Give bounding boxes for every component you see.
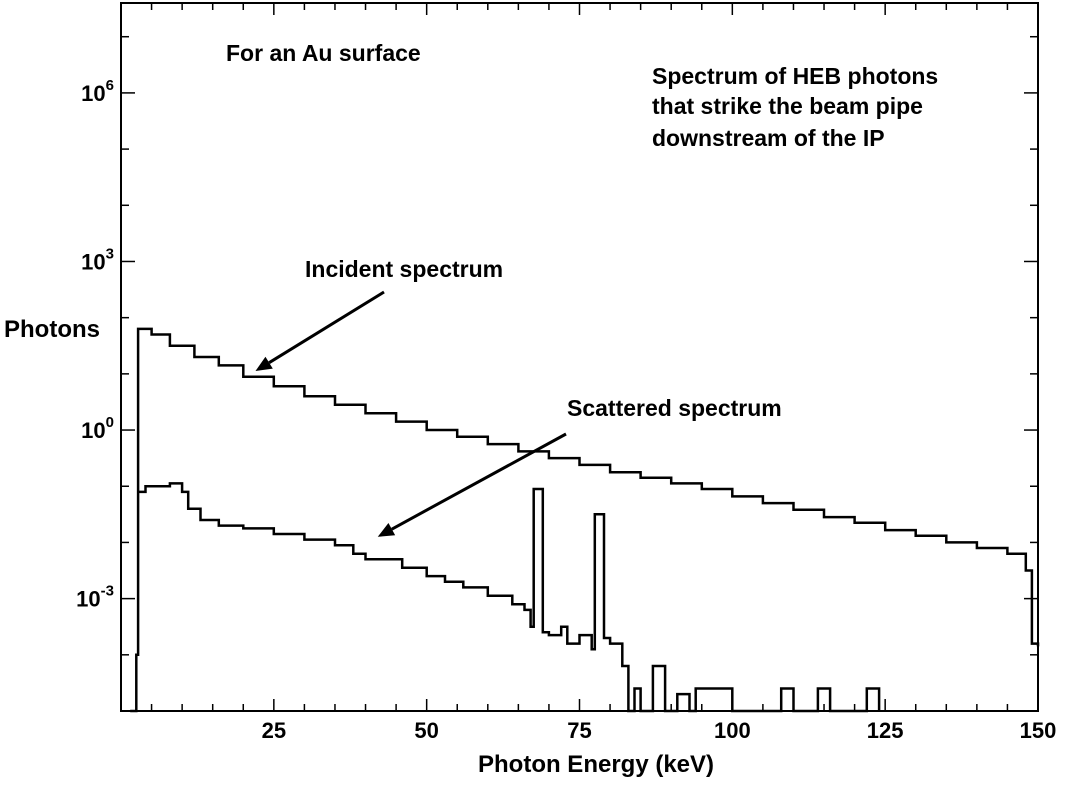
- x-tick-label: 25: [262, 718, 286, 743]
- series-layer: [130, 327, 1040, 713]
- y-tick-exponent: 6: [106, 77, 114, 94]
- y-tick-base: 10: [76, 587, 100, 612]
- y-tick-base: 10: [81, 81, 105, 106]
- scattered-spectrum-line: [138, 482, 881, 713]
- annotation-scattered-spectrum: Scattered spectrum: [567, 395, 782, 421]
- annotations: For an Au surface Spectrum of HEB photon…: [226, 40, 938, 537]
- x-tick-label: 100: [714, 718, 751, 743]
- incident-arrow-head: [255, 356, 273, 372]
- incident-arrow: [268, 290, 385, 364]
- scattered-arrow: [391, 432, 567, 531]
- annotation-spectrum-line-1: Spectrum of HEB photons: [652, 63, 938, 89]
- scattered-arrow-head: [377, 522, 396, 537]
- y-tick-exponent: -3: [101, 583, 114, 600]
- y-tick-label: 103: [81, 245, 114, 274]
- x-tick-label: 50: [414, 718, 438, 743]
- x-tick-label: 125: [867, 718, 904, 743]
- y-tick-label: 106: [81, 77, 114, 106]
- y-tick-base: 10: [81, 249, 105, 274]
- annotation-spectrum-line-3: downstream of the IP: [652, 125, 885, 151]
- annotation-spectrum-line-2: that strike the beam pipe: [652, 93, 923, 119]
- axis-ticks: [121, 3, 1038, 711]
- y-axis-label: Photons: [4, 316, 100, 343]
- x-tick-label: 150: [1020, 718, 1057, 743]
- y-tick-label: 10-3: [76, 583, 114, 612]
- x-tick-label: 75: [567, 718, 591, 743]
- y-tick-exponent: 0: [106, 414, 114, 431]
- annotation-material: For an Au surface: [226, 40, 421, 66]
- x-axis-label: Photon Energy (keV): [478, 751, 714, 778]
- y-tick-base: 10: [81, 418, 105, 443]
- annotation-incident-spectrum: Incident spectrum: [305, 256, 503, 282]
- y-tick-label: 100: [81, 414, 114, 443]
- y-tick-exponent: 3: [106, 245, 114, 262]
- incident-spectrum-line: [130, 327, 1040, 713]
